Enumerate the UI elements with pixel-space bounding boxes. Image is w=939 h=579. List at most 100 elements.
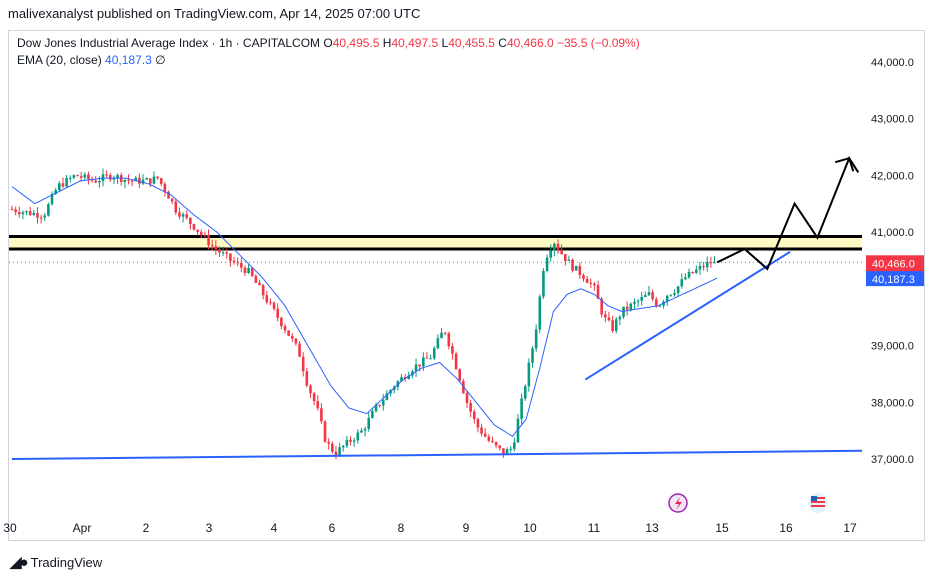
candle-body	[374, 404, 378, 412]
candle	[243, 265, 247, 276]
candle-body	[352, 440, 356, 442]
candle	[549, 244, 553, 262]
us-flag-stripe	[811, 497, 825, 499]
candle-body	[250, 267, 254, 276]
y-tick-label: 44,000.0	[871, 57, 914, 69]
candle	[43, 212, 47, 221]
ema-price-label: 40,187.3	[872, 274, 915, 286]
candle	[429, 354, 432, 360]
candle-body	[560, 249, 563, 255]
candle	[163, 182, 167, 197]
candle-body	[509, 448, 512, 450]
candle-body	[487, 436, 491, 441]
candle	[316, 395, 320, 411]
candle	[414, 358, 418, 377]
candle	[28, 206, 32, 216]
tradingview-logo-icon: ◢●	[10, 554, 29, 571]
candle	[607, 311, 611, 322]
candle-body	[130, 180, 134, 182]
candle-body	[425, 357, 429, 359]
candle-body	[232, 260, 236, 263]
candle-body	[141, 179, 145, 184]
candle-body	[611, 320, 614, 332]
candle-body	[236, 262, 239, 264]
candle	[469, 399, 472, 418]
candle-body	[152, 176, 156, 184]
candle	[578, 262, 582, 279]
candle-body	[331, 443, 334, 452]
candle-body	[283, 326, 287, 331]
y-tick-label: 42,000.0	[871, 170, 914, 182]
chart-legend: Dow Jones Industrial Average Index · 1h …	[17, 35, 640, 69]
candle-body	[414, 364, 418, 372]
candle	[312, 391, 316, 406]
candle-body	[422, 357, 425, 367]
candle-body	[265, 295, 269, 303]
candle	[199, 229, 203, 239]
candle	[254, 274, 258, 283]
candle-body	[280, 317, 283, 327]
candle-body	[520, 398, 523, 419]
candle	[32, 209, 36, 217]
y-tick-label: 39,000.0	[871, 341, 914, 353]
legend-close-label: C	[498, 36, 507, 50]
candle-body	[94, 180, 98, 183]
candle-body	[644, 295, 647, 297]
candle-body	[167, 191, 170, 199]
candle	[174, 198, 178, 215]
candle	[611, 316, 614, 333]
candle	[221, 246, 225, 256]
candle-body	[65, 177, 68, 187]
x-tick-label: 4	[271, 521, 278, 535]
candle-body	[658, 305, 662, 307]
candle-body	[145, 178, 148, 180]
candle-body	[43, 215, 47, 218]
candle-body	[494, 442, 498, 446]
candle-body	[516, 418, 520, 443]
candle	[272, 301, 276, 311]
candle-body	[349, 439, 352, 442]
candle	[691, 271, 694, 274]
candle-body	[705, 262, 709, 268]
candle	[331, 441, 334, 454]
candle	[170, 198, 174, 205]
candle	[338, 442, 341, 458]
candle-body	[243, 267, 247, 274]
candle-body	[367, 418, 371, 429]
candle	[214, 240, 218, 255]
tradingview-logo[interactable]: ◢● TradingView	[10, 553, 102, 571]
candle-body	[316, 401, 320, 409]
candle-body	[458, 369, 462, 381]
candle	[138, 173, 141, 189]
candle-body	[574, 265, 578, 271]
candle	[236, 257, 239, 267]
legend-open-label: O	[323, 36, 333, 50]
candle-body	[189, 217, 192, 225]
candle	[651, 289, 654, 302]
candle-body	[156, 176, 159, 179]
candle-body	[323, 421, 327, 442]
candle	[119, 172, 123, 186]
candle	[673, 289, 676, 297]
candle	[203, 231, 207, 238]
candle	[662, 299, 665, 309]
candle	[614, 317, 618, 334]
candle-body	[47, 204, 50, 216]
legend-high: 40,497.5	[391, 36, 439, 50]
candle-body	[356, 432, 360, 441]
candle-body	[651, 292, 654, 300]
candle	[563, 254, 567, 266]
candle-body	[225, 252, 229, 254]
candle-body	[68, 177, 72, 179]
candle-body	[527, 362, 531, 387]
candle-body	[58, 183, 61, 191]
candle	[320, 403, 323, 424]
candle-body	[549, 250, 553, 258]
ema-line	[11, 177, 718, 437]
candle-body	[607, 317, 611, 321]
candle	[108, 172, 112, 182]
event-markers	[668, 493, 828, 513]
candle-body	[79, 176, 83, 178]
candle	[378, 404, 381, 408]
